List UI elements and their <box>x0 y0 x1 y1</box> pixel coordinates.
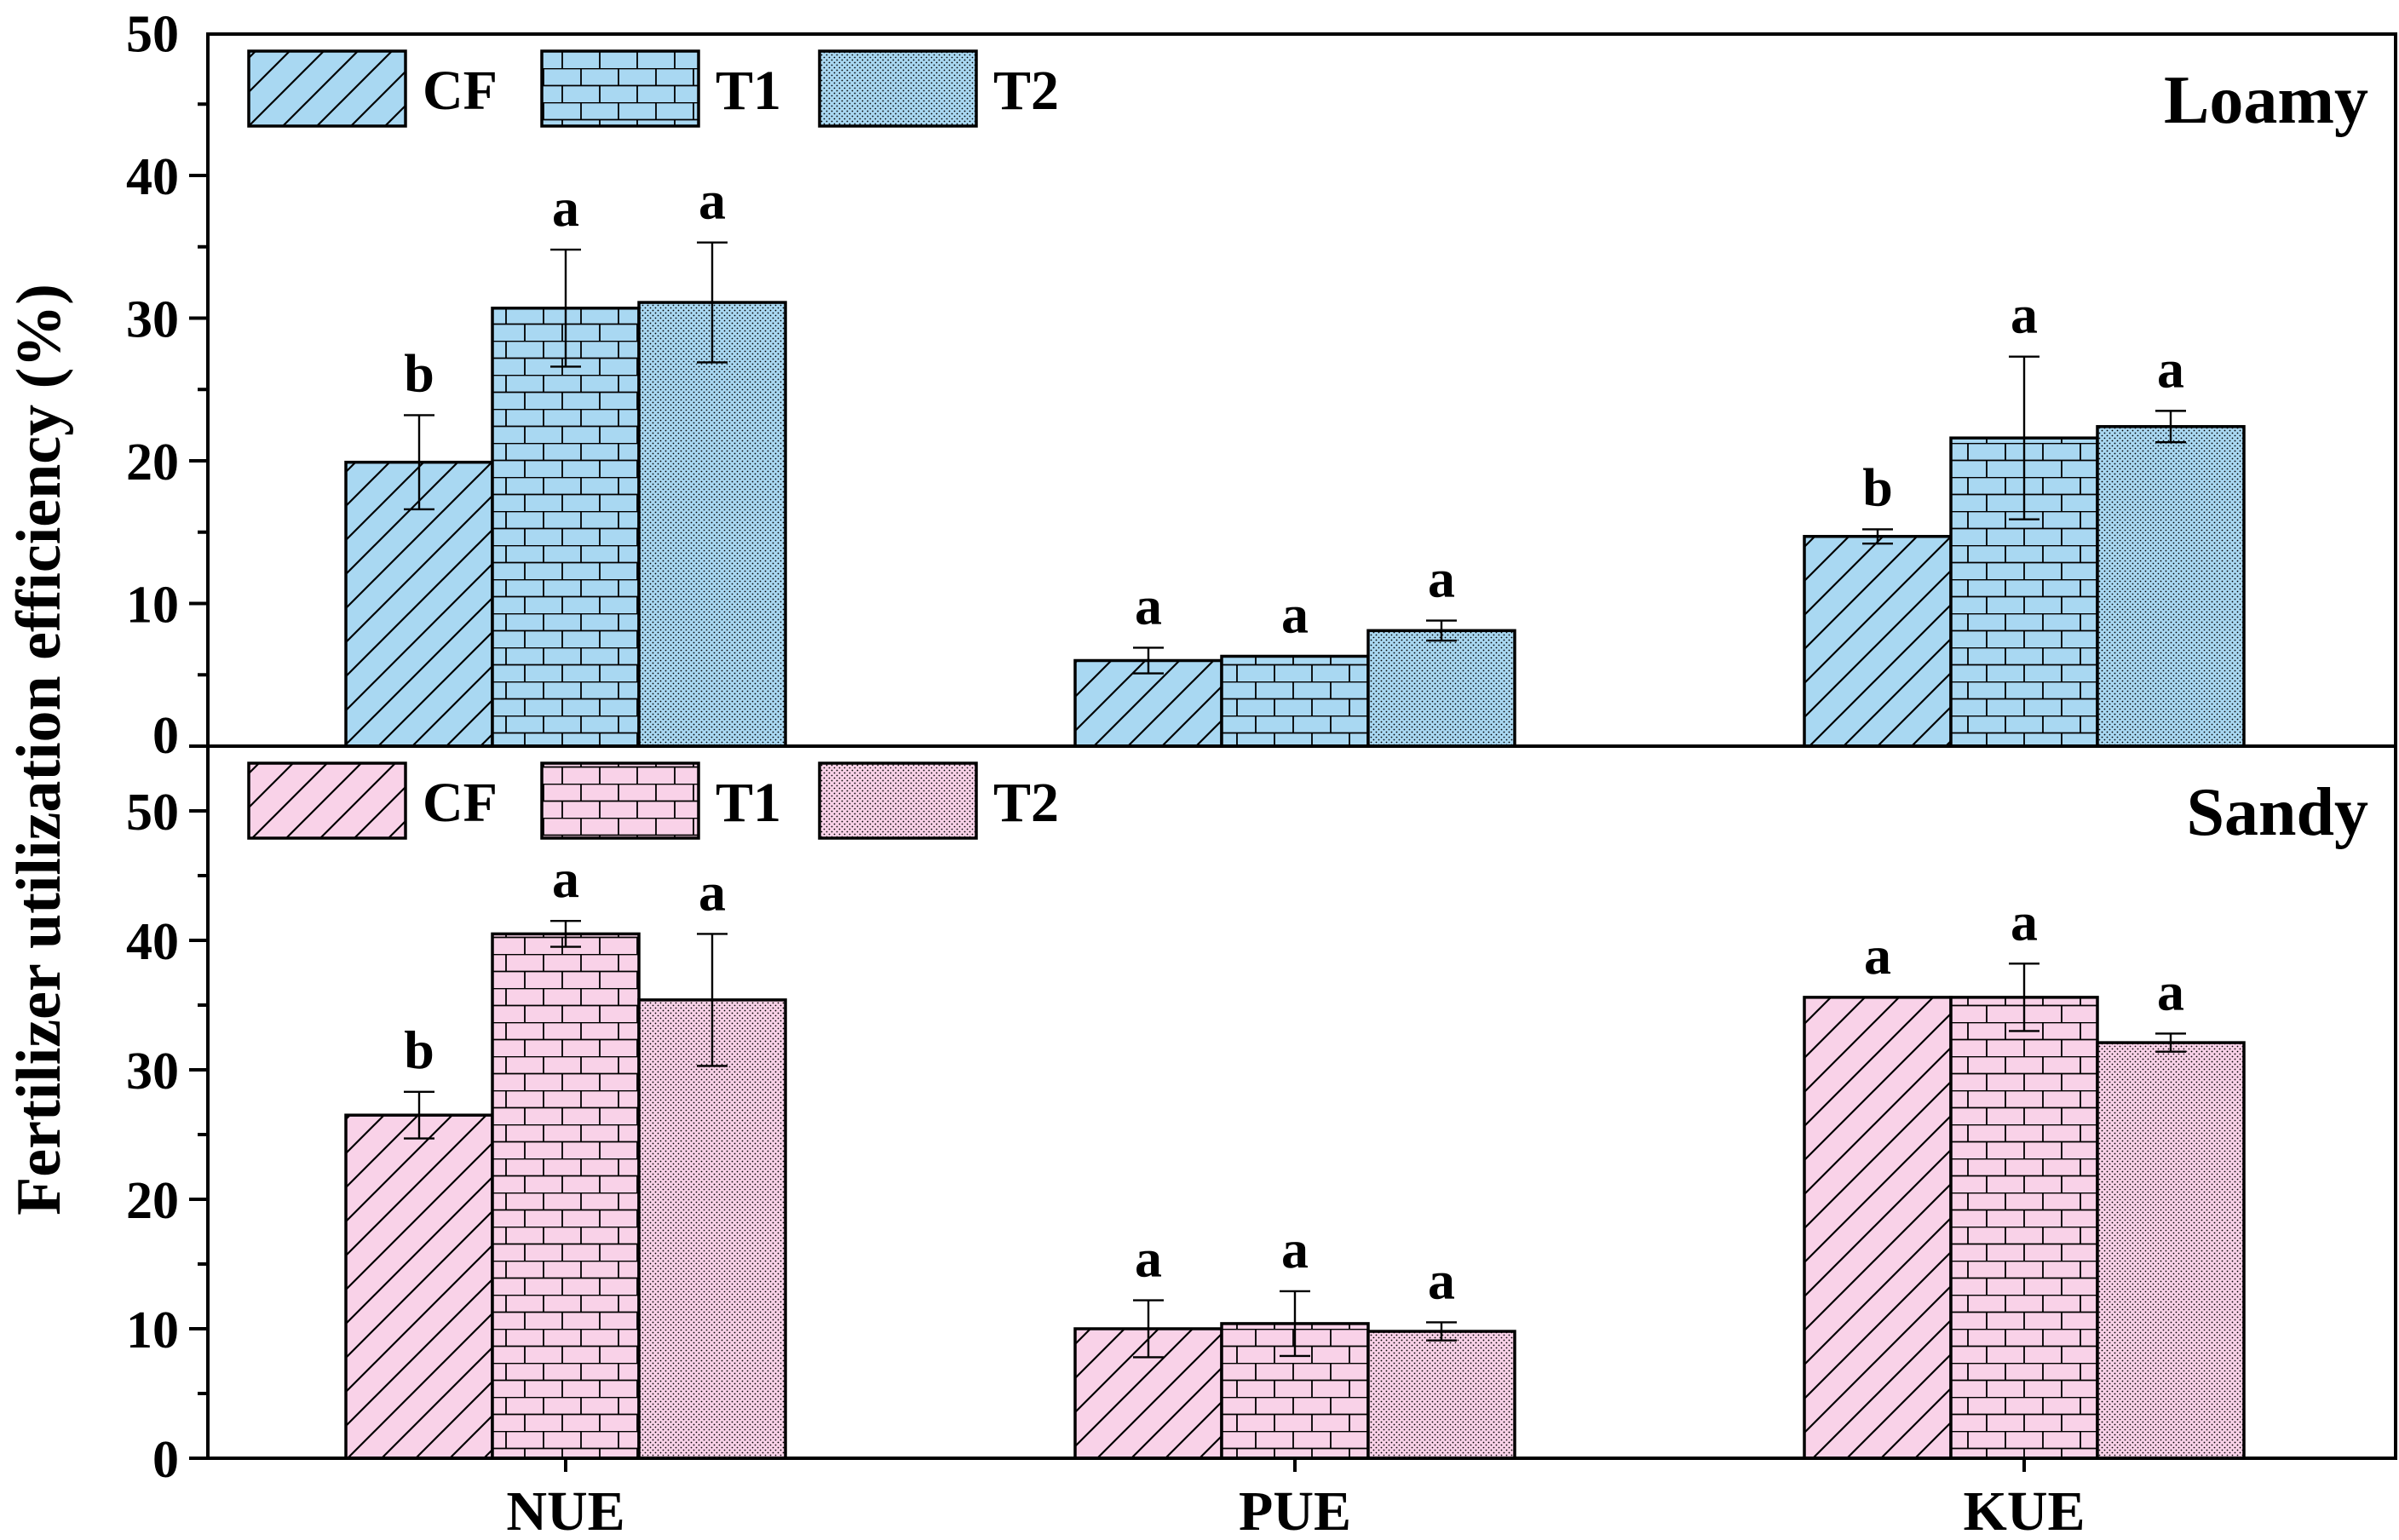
panel1-sig-letter-CF-KUE: b <box>1862 457 1893 517</box>
panel1-title: Loamy <box>2164 63 2368 138</box>
panel1-sig-letter-T2-KUE: a <box>2157 338 2184 399</box>
panel2-sig-letter-T1-NUE: a <box>552 848 579 909</box>
panel2-bar-T2-KUE <box>2097 1043 2244 1458</box>
panel1-legend-swatch-T1 <box>542 51 699 126</box>
panel2-sig-letter-T2-PUE: a <box>1428 1250 1455 1310</box>
panel2-sig-letter-T2-KUE: a <box>2157 961 2184 1021</box>
panel1-bar-T1-NUE <box>492 307 639 746</box>
panel2-y-tick-label-40: 40 <box>126 913 179 971</box>
panel2-sig-letter-CF-KUE: a <box>1864 925 1891 985</box>
panel2-sig-letter-CF-PUE: a <box>1135 1228 1162 1289</box>
panel1-legend-swatch-outline-T1 <box>540 49 700 128</box>
panel1-bar-CF-PUE <box>1075 660 1222 746</box>
panel1-legend-swatch-T2 <box>820 51 976 126</box>
panel2-legend-swatch-outline-CF <box>247 761 407 840</box>
panel1-legend-label-CF: CF <box>423 60 498 122</box>
panel2-legend-swatch-T2 <box>820 763 976 838</box>
panel2-bar-T2-NUE <box>639 999 785 1458</box>
panel1-bar-CF-KUE <box>1804 536 1951 746</box>
panel1-sig-letter-CF-PUE: a <box>1135 575 1162 635</box>
panel1-y-tick-label-50: 50 <box>126 6 179 64</box>
panel1-y-tick-label-10: 10 <box>126 577 179 635</box>
panel1-legend-swatch-CF <box>249 51 406 126</box>
panel2-bar-CF-NUE <box>346 1115 492 1458</box>
panel2-title: Sandy <box>2187 775 2368 850</box>
x-tick-label-NUE: NUE <box>506 1480 624 1540</box>
panel2-bar-T1-KUE <box>1951 997 2097 1458</box>
panel2-legend-swatch-CF <box>249 763 406 838</box>
panel2-sig-letter-T1-KUE: a <box>2011 891 2038 951</box>
bars-layer <box>344 241 2246 1460</box>
panel2-legend-label-CF: CF <box>423 772 498 834</box>
panel2-bar-T1-NUE <box>492 934 639 1458</box>
panel2-y-tick-label-30: 30 <box>126 1043 179 1100</box>
panel1-bar-T2-KUE <box>2097 426 2244 746</box>
panel1-sig-letter-CF-NUE: b <box>404 342 434 403</box>
panel2-bar-T2-PUE <box>1368 1331 1515 1458</box>
panel1-legend-label-T2: T2 <box>993 60 1059 122</box>
panel1-sig-letter-T1-NUE: a <box>552 177 579 238</box>
x-tick-label-PUE: PUE <box>1239 1480 1351 1540</box>
panel2-legend-label-T2: T2 <box>993 772 1059 834</box>
panel1-y-tick-label-30: 30 <box>126 291 179 349</box>
panel1-bar-T1-PUE <box>1222 656 1368 746</box>
panel2-legend-label-T1: T1 <box>716 772 781 834</box>
panel2-sig-letter-T2-NUE: a <box>699 861 726 922</box>
panel2-y-tick-label-50: 50 <box>126 784 179 842</box>
panel2-frame <box>206 744 2397 1460</box>
panel1-y-tick-label-40: 40 <box>126 148 179 206</box>
x-tick-label-KUE: KUE <box>1963 1480 2085 1540</box>
panel1-sig-letter-T2-NUE: a <box>699 170 726 231</box>
panel1-sig-letter-T1-PUE: a <box>1281 583 1309 644</box>
panel1-legend-label-T1: T1 <box>716 60 781 122</box>
panel2-sig-letter-T1-PUE: a <box>1281 1219 1309 1279</box>
panel2-bar-CF-KUE <box>1804 997 1951 1458</box>
panel1-bar-T2-PUE <box>1368 630 1515 746</box>
panel2-y-tick-label-10: 10 <box>126 1302 179 1359</box>
panel2-y-tick-label-20: 20 <box>126 1172 179 1230</box>
panel2-legend-swatch-T1 <box>542 763 699 838</box>
panel2-sig-letter-CF-NUE: b <box>404 1020 434 1080</box>
panel2-legend-swatch-outline-T2 <box>818 761 978 840</box>
panel1-sig-letter-T1-KUE: a <box>2011 284 2038 345</box>
panel1-sig-letter-T2-PUE: a <box>1428 549 1455 609</box>
panel2-legend-swatch-outline-T1 <box>540 761 700 840</box>
frames-layer <box>189 32 2397 1472</box>
panel2-y-tick-label-0: 0 <box>152 1431 179 1489</box>
text-layer: Fertilizer utilization efficiency (%) b a… <box>4 6 2368 1540</box>
y-axis-label: Fertilizer utilization efficiency (%) <box>4 284 74 1215</box>
panel1-legend-swatch-outline-CF <box>247 49 407 128</box>
panel1-y-tick-label-20: 20 <box>126 434 179 491</box>
panel1-y-tick-label-0: 0 <box>152 707 179 765</box>
panel1-bar-T2-NUE <box>639 302 785 746</box>
panel1-legend-swatch-outline-T2 <box>818 49 978 128</box>
